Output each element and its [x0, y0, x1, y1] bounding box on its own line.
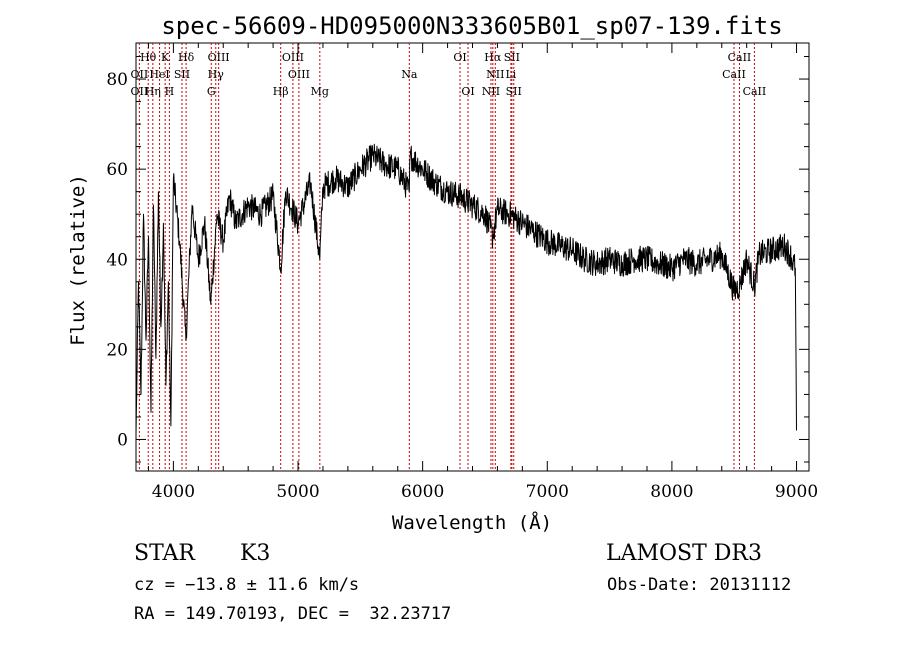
- line-id-label: Hα: [484, 51, 502, 64]
- y-axis-label: Flux (relative): [67, 174, 89, 346]
- line-id-label: OIII: [208, 51, 230, 64]
- line-id-label: SII: [506, 85, 522, 98]
- line-id-label: OIII: [288, 68, 310, 81]
- line-id-label: Hη: [145, 85, 161, 98]
- line-id-label: CaII: [722, 68, 746, 81]
- x-tick-label: 4000: [152, 482, 195, 502]
- line-id-label: Li: [505, 68, 516, 81]
- line-id-label: H: [165, 85, 175, 98]
- spectrum-series: [135, 143, 797, 436]
- y-tick-label: 20: [106, 340, 128, 360]
- line-id-label: Mg: [311, 85, 329, 98]
- line-id-label: OII: [131, 85, 149, 98]
- y-tick-label: 40: [106, 250, 128, 270]
- line-id-label: Hγ: [208, 68, 225, 81]
- redshift-readout: cz = −13.8 ± 11.6 km/s: [134, 575, 359, 595]
- spectral-subclass: K3: [240, 541, 270, 566]
- x-axis-label: Wavelength (Å): [392, 511, 552, 534]
- line-id-label: G: [207, 85, 216, 98]
- object-class: STAR: [134, 541, 196, 566]
- line-id-label: K: [161, 51, 170, 64]
- x-tick-label: 6000: [401, 482, 444, 502]
- line-id-label: OIII: [282, 51, 304, 64]
- line-id-label: Na: [401, 68, 418, 81]
- x-tick-label: 9000: [775, 482, 818, 502]
- obs-date: Obs-Date: 20131112: [607, 575, 791, 595]
- x-tick-label: 7000: [526, 482, 569, 502]
- x-tick-label: 8000: [650, 482, 693, 502]
- spectrum-line: [135, 143, 797, 436]
- survey-name: LAMOST DR3: [606, 541, 762, 566]
- y-tick-label: 60: [106, 160, 128, 180]
- axis-ticks: 4000 5000 6000 7000 8000 9000 0 20 40 60 80: [106, 43, 818, 502]
- line-id-label: Hδ: [178, 51, 195, 64]
- line-id-label: SII: [174, 68, 190, 81]
- y-tick-label: 0: [117, 430, 128, 450]
- line-id-label: SII: [504, 51, 520, 64]
- line-id-label: OI: [453, 51, 466, 64]
- coordinates: RA = 149.70193, DEC = 32.23717: [134, 604, 451, 624]
- chart-title: spec-56609-HD095000N333605B01_sp07-139.f…: [161, 12, 782, 40]
- x-tick-label: 5000: [276, 482, 319, 502]
- line-id-label: NII: [482, 85, 500, 98]
- line-id-label: Hθ: [140, 51, 157, 64]
- line-id-label: NII: [486, 68, 504, 81]
- line-id-label: CaII: [728, 51, 752, 64]
- line-id-label: HeI: [149, 68, 169, 81]
- y-tick-label: 80: [106, 70, 128, 90]
- line-id-label: CaII: [743, 85, 767, 98]
- line-id-label: OI: [461, 85, 474, 98]
- line-id-label: OII: [131, 68, 149, 81]
- line-id-label: Hβ: [273, 85, 289, 98]
